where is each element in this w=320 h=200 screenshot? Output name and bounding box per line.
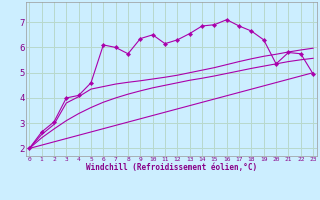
- X-axis label: Windchill (Refroidissement éolien,°C): Windchill (Refroidissement éolien,°C): [86, 163, 257, 172]
